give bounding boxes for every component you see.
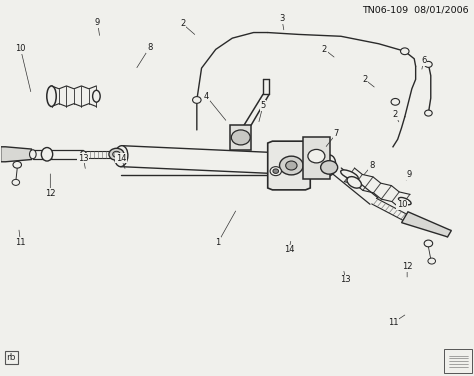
Circle shape: [391, 99, 400, 105]
Polygon shape: [303, 137, 329, 179]
Circle shape: [109, 148, 124, 160]
Text: 13: 13: [340, 275, 351, 284]
Ellipse shape: [47, 86, 56, 106]
Ellipse shape: [399, 197, 411, 205]
Ellipse shape: [115, 146, 128, 167]
Text: 8: 8: [147, 43, 152, 52]
Text: 5: 5: [260, 101, 265, 110]
Text: 9: 9: [407, 170, 412, 179]
Ellipse shape: [92, 90, 100, 102]
Ellipse shape: [81, 151, 86, 158]
Text: 14: 14: [284, 245, 294, 254]
Text: 2: 2: [362, 75, 367, 84]
Circle shape: [113, 151, 120, 157]
Polygon shape: [268, 141, 310, 190]
Polygon shape: [0, 147, 31, 162]
Circle shape: [286, 161, 297, 170]
Text: 2: 2: [392, 111, 398, 120]
Text: rb: rb: [6, 353, 16, 362]
Text: 9: 9: [95, 18, 100, 27]
Ellipse shape: [322, 155, 336, 176]
Circle shape: [401, 48, 409, 55]
Circle shape: [425, 110, 432, 116]
Circle shape: [12, 179, 19, 185]
Circle shape: [13, 161, 21, 168]
Ellipse shape: [41, 147, 53, 161]
Text: 12: 12: [45, 189, 55, 198]
Circle shape: [320, 161, 337, 174]
Ellipse shape: [347, 177, 361, 188]
Text: TN06-109  08/01/2006: TN06-109 08/01/2006: [362, 5, 469, 14]
Text: 7: 7: [334, 129, 339, 138]
Circle shape: [273, 169, 279, 173]
Text: 13: 13: [78, 153, 89, 162]
Circle shape: [424, 240, 433, 247]
Ellipse shape: [29, 150, 36, 159]
Text: 14: 14: [116, 153, 127, 162]
Text: 4: 4: [204, 92, 209, 101]
Circle shape: [231, 130, 250, 145]
Text: 10: 10: [397, 200, 408, 209]
Ellipse shape: [341, 170, 358, 180]
FancyBboxPatch shape: [444, 349, 473, 373]
Text: 11: 11: [15, 238, 26, 247]
Circle shape: [425, 61, 432, 67]
Text: 2: 2: [180, 20, 185, 29]
Polygon shape: [120, 146, 330, 176]
Polygon shape: [401, 212, 451, 237]
Text: 6: 6: [421, 56, 427, 65]
Circle shape: [270, 167, 282, 176]
Polygon shape: [230, 125, 251, 150]
Text: 2: 2: [322, 45, 327, 54]
Circle shape: [308, 149, 325, 163]
Text: 12: 12: [402, 262, 412, 271]
Circle shape: [280, 156, 303, 175]
Text: 3: 3: [279, 14, 284, 23]
Text: 8: 8: [369, 161, 374, 170]
Text: 11: 11: [388, 318, 398, 327]
Circle shape: [192, 97, 201, 103]
Circle shape: [428, 258, 436, 264]
Text: 10: 10: [15, 44, 26, 53]
Text: 1: 1: [216, 238, 221, 247]
